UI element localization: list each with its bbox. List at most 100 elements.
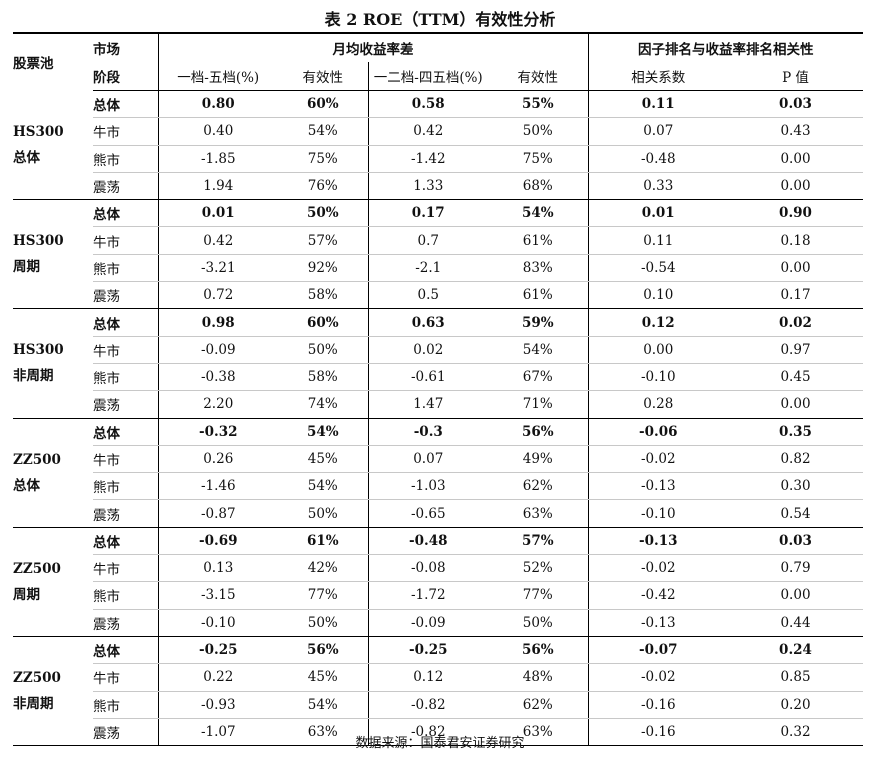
spread-1-5-cell: 0.40 xyxy=(157,117,278,146)
effectiveness-2-cell: 63% xyxy=(488,499,588,528)
pool-cell: ZZ500 周期 xyxy=(13,527,93,637)
market-stage-cell: 熊市 xyxy=(93,691,158,719)
pool-cell: ZZ500 非周期 xyxy=(13,636,93,747)
correlation-coef-cell: 0.28 xyxy=(587,390,728,419)
market-stage-cell: 震荡 xyxy=(93,390,158,419)
effectiveness-2-cell: 62% xyxy=(488,691,588,719)
market-stage-cell: 熊市 xyxy=(93,145,158,173)
source-note: 数据来源：国泰君安证券研究 xyxy=(355,736,525,751)
p-value-cell: 0.35 xyxy=(728,418,863,446)
effectiveness-1-cell: 50% xyxy=(278,336,368,364)
p-value-cell: 0.00 xyxy=(728,254,863,283)
spread-1-5-cell: -3.21 xyxy=(157,254,278,283)
effectiveness-1-cell: 50% xyxy=(278,499,368,528)
p-value-cell: 0.30 xyxy=(728,472,863,501)
effectiveness-1-cell: 50% xyxy=(278,199,368,228)
spread-12-45-cell: 1.33 xyxy=(367,172,488,201)
pool-segment: 非周期 xyxy=(13,696,54,713)
p-value-cell: 0.03 xyxy=(728,527,863,556)
spread-1-5-cell: 0.72 xyxy=(157,281,278,310)
effectiveness-1-cell: 50% xyxy=(278,609,368,637)
market-stage-cell: 震荡 xyxy=(93,499,158,528)
correlation-coef-cell: -0.13 xyxy=(587,472,728,501)
effectiveness-2-cell: 61% xyxy=(488,226,588,255)
table-row: 牛市 0.42 57% 0.7 61% 0.11 0.18 xyxy=(13,226,863,255)
market-stage-cell: 牛市 xyxy=(93,336,158,364)
table-row: HS300 非周期 总体 0.98 60% 0.63 59% 0.12 0.02 xyxy=(13,308,863,419)
effectiveness-1-cell: 42% xyxy=(278,554,368,583)
spread-12-45-cell: 0.58 xyxy=(367,90,488,119)
market-stage-cell: 牛市 xyxy=(93,554,158,583)
header-correlation: 因子排名与收益率排名相关性 xyxy=(587,32,863,62)
correlation-coef-cell: -0.02 xyxy=(587,445,728,474)
p-value-cell: 0.82 xyxy=(728,445,863,474)
effectiveness-1-cell: 45% xyxy=(278,445,368,474)
table-row: 震荡 -0.10 50% -0.09 50% -0.13 0.44 xyxy=(13,609,863,637)
pool-name: ZZ500 xyxy=(13,451,61,468)
market-stage-cell: 总体 xyxy=(93,308,158,337)
table-row: 熊市 -1.46 54% -1.03 62% -0.13 0.30 xyxy=(13,472,863,501)
table-row: 牛市 -0.09 50% 0.02 54% 0.00 0.97 xyxy=(13,336,863,364)
effectiveness-2-cell: 49% xyxy=(488,445,588,474)
table-row: 牛市 0.40 54% 0.42 50% 0.07 0.43 xyxy=(13,117,863,146)
spread-12-45-cell: 0.07 xyxy=(367,445,488,474)
p-value-cell: 0.00 xyxy=(728,172,863,201)
spread-1-5-cell: -0.10 xyxy=(157,609,278,637)
p-value-cell: 0.03 xyxy=(728,90,863,119)
spread-12-45-cell: -1.03 xyxy=(367,472,488,501)
correlation-coef-cell: -0.48 xyxy=(587,145,728,173)
effectiveness-1-cell: 60% xyxy=(278,308,368,337)
spread-1-5-cell: -0.69 xyxy=(157,527,278,556)
pool-cell: HS300 非周期 xyxy=(13,308,93,419)
p-value-cell: 0.02 xyxy=(728,308,863,337)
p-value-cell: 0.44 xyxy=(728,609,863,637)
spread-12-45-cell: 0.5 xyxy=(367,281,488,310)
p-value-cell: 0.00 xyxy=(728,581,863,610)
spread-12-45-cell: -0.82 xyxy=(367,718,488,747)
market-stage-cell: 熊市 xyxy=(93,581,158,610)
p-value-cell: 0.85 xyxy=(728,663,863,692)
p-value-cell: 0.32 xyxy=(728,718,863,747)
spread-1-5-cell: 1.94 xyxy=(157,172,278,201)
table-row: HS300 周期 总体 0.01 50% 0.17 54% 0.01 0.90 xyxy=(13,199,863,310)
spread-12-45-cell: -0.25 xyxy=(367,636,488,665)
effectiveness-2-cell: 61% xyxy=(488,281,588,310)
correlation-coef-cell: -0.02 xyxy=(587,554,728,583)
spread-12-45-cell: -0.82 xyxy=(367,691,488,719)
effectiveness-2-cell: 55% xyxy=(488,90,588,119)
table-row: ZZ500 非周期 总体 -0.25 56% -0.25 56% -0.07 0.24 xyxy=(13,636,863,747)
effectiveness-1-cell: 58% xyxy=(278,363,368,392)
effectiveness-2-cell: 63% xyxy=(488,718,588,747)
table-row: 震荡 0.72 58% 0.5 61% 0.10 0.17 xyxy=(13,281,863,310)
correlation-coef-cell: -0.42 xyxy=(587,581,728,610)
effectiveness-2-cell: 71% xyxy=(488,390,588,419)
effectiveness-2-cell: 62% xyxy=(488,472,588,501)
spread-12-45-cell: -0.08 xyxy=(367,554,488,583)
spread-1-5-cell: 0.42 xyxy=(157,226,278,255)
market-stage-cell: 熊市 xyxy=(93,472,158,501)
effectiveness-2-cell: 48% xyxy=(488,663,588,692)
effectiveness-2-cell: 83% xyxy=(488,254,588,283)
effectiveness-1-cell: 54% xyxy=(278,472,368,501)
p-value-cell: 0.00 xyxy=(728,145,863,173)
table-title: 表 2 ROE（TTM）有效性分析 xyxy=(324,10,556,29)
header-market-line2: 阶段 xyxy=(93,62,158,91)
spread-1-5-cell: 0.01 xyxy=(157,199,278,228)
correlation-coef-cell: -0.02 xyxy=(587,663,728,692)
spread-1-5-cell: -1.46 xyxy=(157,472,278,501)
spread-1-5-cell: -0.32 xyxy=(157,418,278,446)
spread-12-45-cell: 0.02 xyxy=(367,336,488,364)
effectiveness-1-cell: 61% xyxy=(278,527,368,556)
p-value-cell: 0.90 xyxy=(728,199,863,228)
header-row-1: 股票池 市场 月均收益率差 因子排名与收益率排名相关性 xyxy=(13,32,863,91)
pool-cell: HS300 总体 xyxy=(13,90,93,201)
table-body: HS300 总体 总体 0.80 60% 0.58 55% 0.11 0.03 牛市 0.40 54%… xyxy=(13,90,863,747)
spread-12-45-cell: -0.09 xyxy=(367,609,488,637)
spread-12-45-cell: 0.7 xyxy=(367,226,488,255)
p-value-cell: 0.20 xyxy=(728,691,863,719)
effectiveness-1-cell: 45% xyxy=(278,663,368,692)
spread-12-45-cell: 1.47 xyxy=(367,390,488,419)
pool-name: HS300 xyxy=(13,123,64,140)
table-row: HS300 总体 总体 0.80 60% 0.58 55% 0.11 0.03 xyxy=(13,90,863,201)
header-market-line1: 市场 xyxy=(93,32,158,62)
